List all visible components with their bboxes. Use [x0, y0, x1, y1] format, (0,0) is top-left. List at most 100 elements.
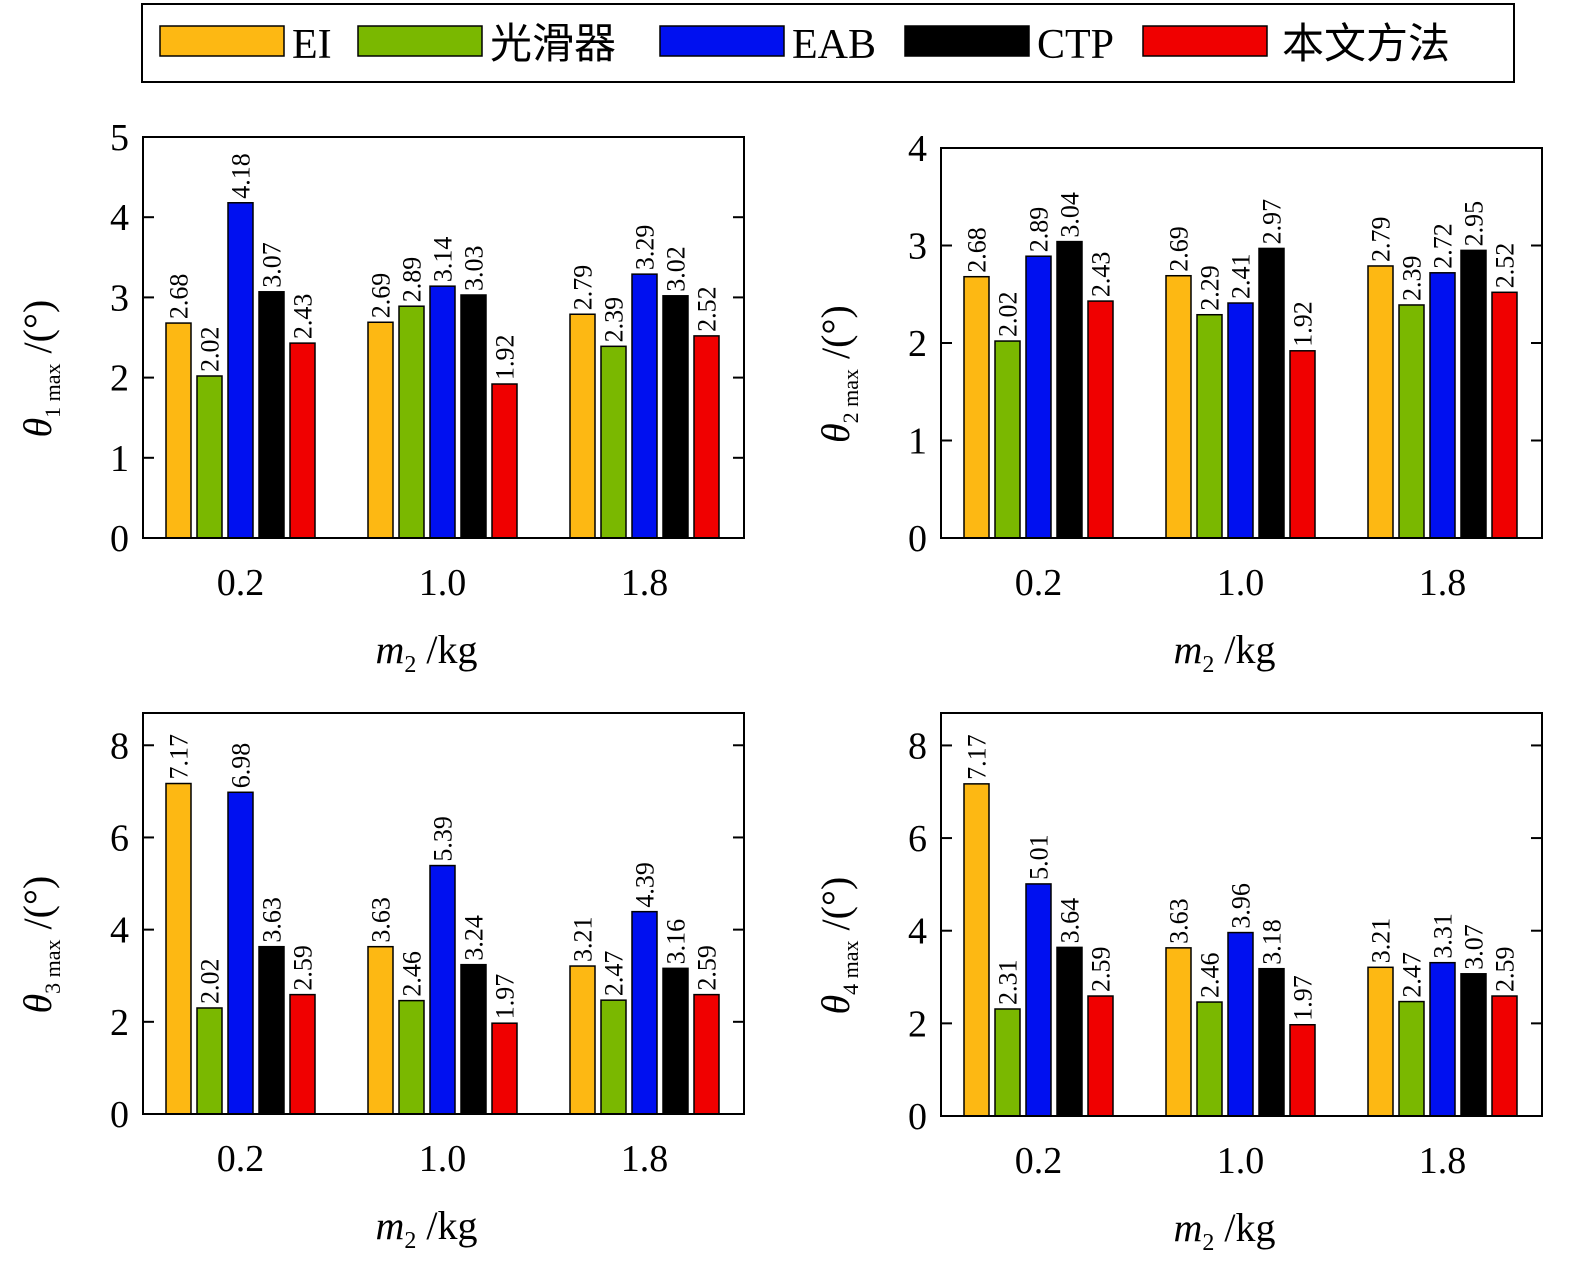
bar-4-4-0: [1087, 995, 1114, 1117]
legend-swatch-3: [904, 25, 1030, 57]
x-axis-sub: 2: [1202, 1230, 1214, 1256]
y-tick-label: 2: [110, 1002, 129, 1044]
data-label: 2.95: [1460, 201, 1489, 247]
bar-1-2-2: [631, 273, 658, 539]
data-label: 3.14: [429, 237, 458, 283]
bar-2-2-2: [1429, 272, 1456, 539]
data-label: 2.79: [1367, 216, 1396, 262]
y-tick-label: 1: [908, 421, 927, 463]
data-label: 2.39: [600, 297, 629, 343]
y-tick-label: 2: [908, 323, 927, 365]
data-label: 3.21: [569, 917, 598, 963]
data-label: 2.52: [1491, 243, 1520, 289]
data-label: 3.16: [662, 919, 691, 965]
bar-3-2-0: [227, 791, 254, 1115]
bar-1-4-0: [289, 342, 316, 539]
y-tick-label: 8: [908, 725, 927, 767]
y-tick-label: 0: [908, 518, 927, 560]
bar-3-0-0: [165, 782, 192, 1115]
y-tick-label: 4: [110, 910, 129, 952]
x-axis-title: m2 /kg: [1174, 1205, 1276, 1256]
data-label: 2.02: [994, 292, 1023, 338]
y-tick-label: 6: [908, 818, 927, 860]
data-label: 4.18: [227, 153, 256, 199]
y-tick-label: 0: [110, 518, 129, 560]
x-axis-unit: /kg: [416, 627, 477, 672]
data-label: 3.03: [460, 245, 489, 291]
bar-1-1-0: [196, 375, 223, 539]
x-tick-label: 1.0: [419, 1138, 467, 1180]
data-label: 3.24: [460, 915, 489, 961]
legend-label-2: EAB: [792, 22, 876, 68]
y-tick-label: 5: [110, 117, 129, 159]
x-axis-title: m2 /kg: [376, 1203, 478, 1254]
x-axis-var: m: [1174, 627, 1203, 672]
chart-panel-1: 2.68 2.69 2.79 2.02 2.89 2.39 4.18 3.14 3.29 3.07…: [15, 117, 745, 678]
data-label: 3.96: [1227, 883, 1256, 929]
bar-4-2-2: [1429, 961, 1456, 1117]
x-axis-sub: 2: [1202, 652, 1214, 678]
bar-4-4-1: [1289, 1023, 1316, 1117]
bar-1-4-1: [491, 383, 518, 539]
y-axis-var: θ: [813, 995, 858, 1015]
data-label: 1.97: [1289, 975, 1318, 1021]
bar-1-1-2: [600, 345, 627, 539]
data-label: 2.47: [600, 951, 629, 997]
data-label: 2.89: [1025, 207, 1054, 253]
data-label: 2.59: [1087, 947, 1116, 993]
bar-3-1-2: [600, 999, 627, 1115]
legend-swatch-0: [159, 25, 285, 57]
x-axis-unit: /kg: [416, 1203, 477, 1248]
data-label: 1.92: [491, 335, 520, 381]
data-label: 3.04: [1056, 192, 1085, 238]
bar-2-2-0: [1025, 255, 1052, 539]
bar-1-0-2: [569, 313, 596, 539]
y-tick-label: 2: [110, 358, 129, 400]
bar-3-3-1: [460, 963, 487, 1115]
data-label: 3.18: [1258, 919, 1287, 965]
bar-1-4-2: [693, 335, 720, 539]
x-axis-sub: 2: [404, 1228, 416, 1254]
bar-2-1-2: [1398, 304, 1425, 539]
x-tick-label: 0.2: [1015, 562, 1063, 604]
y-tick-label: 4: [908, 128, 927, 170]
bar-2-0-2: [1367, 265, 1394, 539]
bar-2-4-0: [1087, 300, 1114, 539]
legend-label-0: EI: [292, 22, 332, 68]
bar-4-2-1: [1227, 931, 1254, 1117]
bar-3-1-0: [196, 1007, 223, 1115]
y-axis-var: θ: [15, 994, 60, 1014]
bar-3-1-1: [398, 999, 425, 1115]
y-axis-var: θ: [813, 423, 858, 443]
data-label: 3.63: [258, 897, 287, 943]
bar-2-0-0: [963, 275, 990, 539]
x-axis-var: m: [376, 1203, 405, 1248]
chart-panel-3: 7.17 3.63 3.21 2.02 2.46 2.47 6.98 5.39 4.39 3.63…: [15, 712, 745, 1254]
data-label: 3.63: [1165, 898, 1194, 944]
y-axis-sub: 4 max: [838, 940, 863, 994]
bar-3-4-0: [289, 993, 316, 1115]
x-tick-label: 0.2: [1015, 1140, 1063, 1182]
y-axis-unit: /(°): [813, 877, 858, 941]
bar-1-1-1: [398, 305, 425, 539]
y-axis-title: θ3 max /(°): [15, 876, 65, 1014]
bar-4-1-0: [994, 1008, 1021, 1117]
data-label: 4.39: [631, 862, 660, 908]
bar-3-2-1: [429, 864, 456, 1115]
bar-3-0-1: [367, 945, 394, 1115]
y-axis-var: θ: [15, 418, 60, 438]
x-tick-label: 1.0: [419, 562, 467, 604]
data-label: 3.21: [1367, 918, 1396, 964]
data-label: 2.59: [289, 945, 318, 991]
data-label: 2.41: [1227, 254, 1256, 300]
data-label: 2.46: [398, 951, 427, 997]
data-label: 2.72: [1429, 223, 1458, 269]
data-label: 3.29: [631, 225, 660, 271]
y-tick-label: 4: [110, 197, 129, 239]
bar-3-4-2: [693, 993, 720, 1115]
data-label: 2.31: [994, 959, 1023, 1005]
y-axis-title: θ4 max /(°): [813, 877, 863, 1015]
y-axis-sub: 1 max: [40, 363, 65, 417]
bar-4-0-2: [1367, 966, 1394, 1117]
